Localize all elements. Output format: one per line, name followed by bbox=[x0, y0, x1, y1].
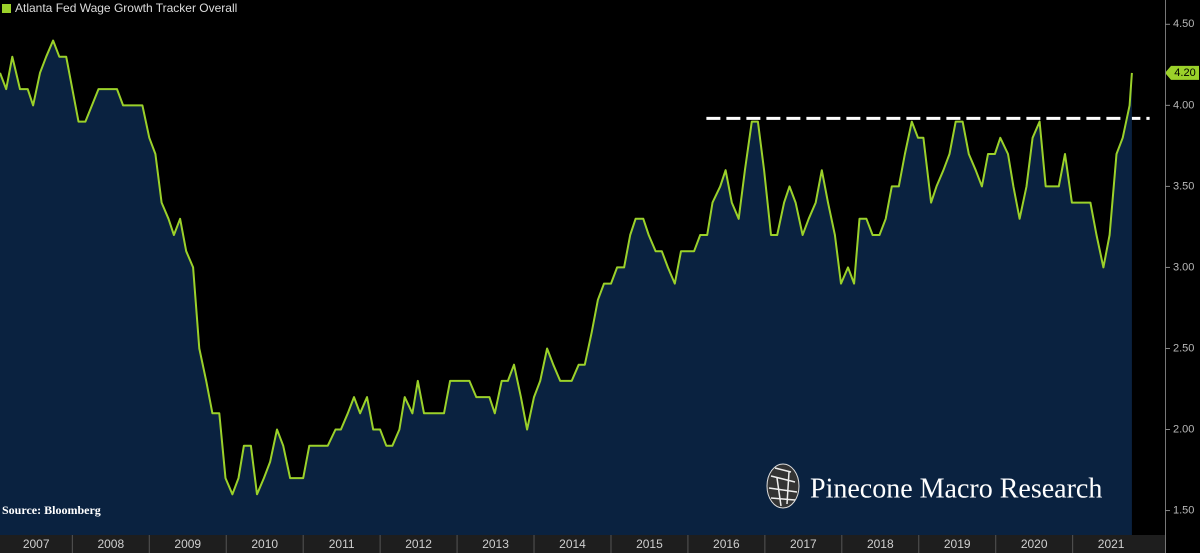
x-tick-label: 2016 bbox=[713, 537, 740, 551]
y-tick-label: 2.00 bbox=[1173, 423, 1194, 435]
y-tick-label: 4.50 bbox=[1173, 18, 1194, 30]
x-tick-label: 2007 bbox=[23, 537, 50, 551]
x-tick-label: 2017 bbox=[790, 537, 817, 551]
plot-area bbox=[0, 39, 1150, 535]
x-axis-band bbox=[0, 535, 1166, 553]
y-tick-label: 1.50 bbox=[1173, 504, 1194, 516]
x-tick-label: 2015 bbox=[636, 537, 663, 551]
x-tick-label: 2020 bbox=[1021, 537, 1048, 551]
y-tick-label: 4.00 bbox=[1173, 99, 1194, 111]
last-value-label: 4.20 bbox=[1174, 67, 1195, 79]
y-tick-label: 3.00 bbox=[1173, 261, 1194, 273]
x-tick-label: 2014 bbox=[559, 537, 586, 551]
x-tick-label: 2010 bbox=[251, 537, 278, 551]
x-tick-label: 2012 bbox=[405, 537, 432, 551]
y-tick-label: 2.50 bbox=[1173, 342, 1194, 354]
x-tick-label: 2021 bbox=[1098, 537, 1125, 551]
pinecone-icon bbox=[766, 463, 800, 509]
x-tick-label: 2013 bbox=[482, 537, 509, 551]
line bbox=[0, 39, 1133, 496]
source: Source: Bloomberg bbox=[2, 503, 101, 517]
x-tick-label: 2018 bbox=[867, 537, 894, 551]
x-tick-label: 2008 bbox=[97, 537, 124, 551]
legend-swatch bbox=[2, 4, 11, 13]
x-tick-label: 2011 bbox=[329, 537, 355, 551]
y-tick-label: 3.50 bbox=[1173, 180, 1194, 192]
last-value-marker bbox=[1165, 65, 1199, 80]
area-fill bbox=[0, 40, 1132, 535]
x-tick-label: 2009 bbox=[174, 537, 201, 551]
x-tick-label: 2019 bbox=[944, 537, 971, 551]
watermark: Pinecone Macro Research bbox=[810, 473, 1102, 504]
legend-label: Atlanta Fed Wage Growth Tracker Overall bbox=[15, 1, 237, 15]
